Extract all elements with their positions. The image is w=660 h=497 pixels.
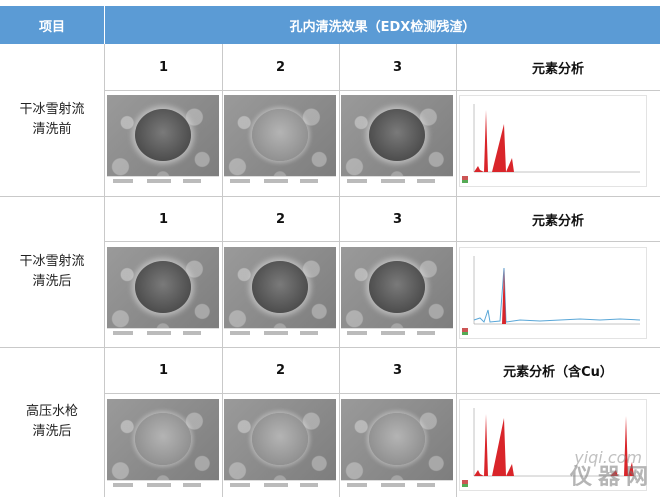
sem-image [224,399,336,491]
edx-spectrum [459,399,647,491]
divider [105,90,660,91]
divider [0,347,660,348]
divider [339,44,340,497]
sample-number: 3 [392,59,403,75]
sample-number: 2 [275,362,286,378]
sem-image [224,247,336,339]
element-analysis-label: 元素分析 [531,213,584,229]
edx-spectrum [459,247,647,339]
watermark-site: yiqi.com [574,448,642,467]
row-label: 干冰雪射流 清洗前 [19,102,85,137]
header-cleaning-effect: 孔内清洗效果（EDX检测残渣） [105,6,660,44]
sample-number: 1 [158,59,169,75]
results-table: 干冰雪射流 清洗前 1 2 3 元素分析 干冰雪射流 清洗后 1 2 3 元素分析 [0,44,660,497]
sem-image [341,399,453,491]
row-label: 高压水枪 清洗后 [25,404,78,439]
sample-number: 3 [392,362,403,378]
sem-image [107,399,219,491]
sample-number: 2 [275,59,286,75]
element-analysis-label: 元素分析（含Cu） [503,364,613,380]
sem-image [341,247,453,339]
sample-number: 1 [158,362,169,378]
sem-image [107,95,219,187]
watermark-logo: 仪器网 [569,464,654,490]
sample-number: 3 [392,211,403,227]
divider [105,393,660,394]
sem-image [107,247,219,339]
header-item: 项目 [0,6,105,44]
divider [104,44,105,497]
divider [0,196,660,197]
sample-number: 1 [158,211,169,227]
divider [105,241,660,242]
sample-number: 2 [275,211,286,227]
edx-spectrum [459,95,647,187]
cropped-caption [0,0,660,6]
sem-image [224,95,336,187]
element-analysis-label: 元素分析 [531,61,584,77]
divider [456,44,457,497]
divider [222,44,223,497]
row-label: 干冰雪射流 清洗后 [19,253,85,289]
sem-image [341,95,453,187]
